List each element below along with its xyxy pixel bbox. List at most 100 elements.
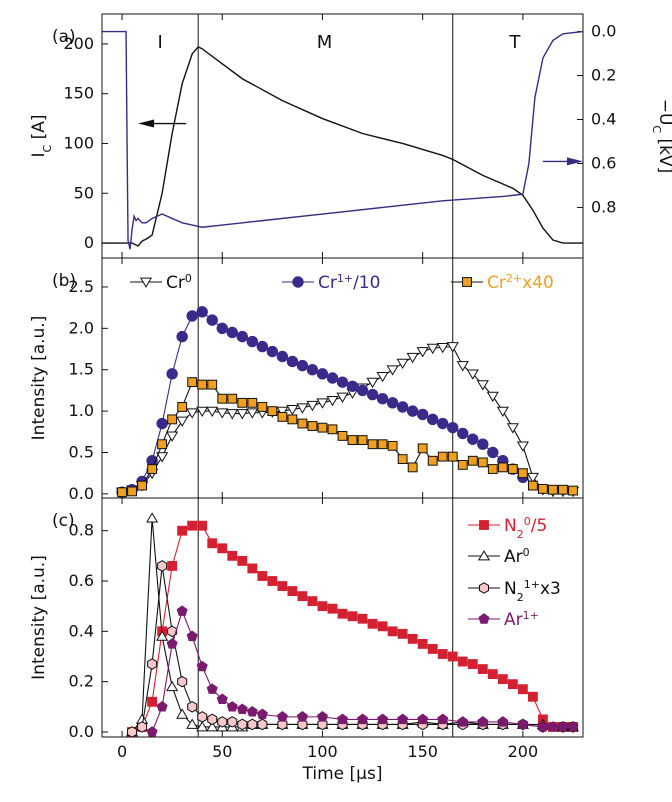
data-point — [507, 464, 518, 474]
y-tick-label: 0.0 — [69, 484, 94, 503]
panel-tag: (b) — [52, 271, 76, 291]
data-point — [457, 716, 469, 727]
data-point — [457, 427, 469, 440]
legend-marker — [478, 613, 490, 624]
data-point — [366, 388, 379, 401]
legend-label-part: Ar — [504, 547, 523, 567]
data-point — [147, 658, 158, 670]
legend-label-part: 0 — [523, 546, 530, 559]
data-point — [286, 405, 299, 416]
data-point — [247, 397, 258, 408]
data-point — [568, 485, 578, 496]
data-point — [196, 406, 209, 418]
legend-label-part: x40 — [522, 273, 554, 293]
data-point — [206, 406, 219, 418]
data-point — [146, 726, 158, 737]
data-point — [186, 630, 198, 642]
data-point — [156, 452, 169, 463]
data-point — [326, 395, 339, 407]
data-point — [477, 457, 488, 468]
data-point — [276, 406, 289, 418]
data-point — [237, 555, 248, 566]
data-point — [177, 525, 188, 536]
data-point — [297, 591, 308, 602]
legend-marker — [462, 277, 472, 287]
data-point — [547, 721, 559, 732]
series-line — [121, 381, 574, 493]
y-tick-label: 1.5 — [69, 360, 94, 379]
data-point — [407, 462, 418, 473]
data-point — [496, 406, 509, 418]
data-point — [386, 397, 399, 409]
data-point — [247, 563, 258, 574]
data-point — [257, 402, 268, 412]
data-point — [497, 462, 508, 473]
data-point — [166, 638, 178, 649]
data-point — [287, 586, 298, 597]
data-point — [317, 601, 328, 612]
data-point — [156, 417, 168, 430]
data-point — [416, 347, 429, 358]
data-point — [227, 550, 238, 561]
data-point — [497, 674, 508, 685]
legend-label-part: 0 — [185, 272, 192, 285]
data-point — [406, 405, 419, 417]
data-point — [457, 459, 468, 470]
data-point — [207, 713, 218, 726]
data-point — [497, 716, 509, 727]
data-point — [266, 345, 279, 358]
legend-label-part: 2+ — [506, 272, 522, 285]
data-point — [467, 433, 479, 445]
data-point — [247, 718, 258, 731]
data-point — [176, 330, 188, 343]
data-point — [447, 451, 458, 462]
data-point — [347, 611, 358, 622]
data-point — [157, 439, 168, 450]
data-point — [176, 708, 189, 719]
data-point — [127, 726, 138, 738]
data-point — [517, 718, 529, 730]
data-point — [216, 408, 229, 419]
data-point — [276, 711, 288, 722]
data-point — [237, 397, 248, 408]
data-point — [207, 379, 218, 390]
y-axis-label-left-part: I — [29, 152, 49, 157]
data-point — [487, 464, 498, 474]
y-tick-label: 0.8 — [69, 521, 94, 540]
data-point — [227, 393, 238, 404]
data-point — [206, 721, 219, 732]
data-point — [527, 480, 538, 491]
data-point — [336, 713, 349, 725]
data-point — [366, 377, 379, 389]
data-point — [467, 659, 478, 669]
legend-item: N20/5 — [468, 515, 547, 541]
data-point — [537, 721, 549, 732]
legend-label: Ar0 — [504, 546, 530, 568]
data-point — [467, 455, 478, 466]
data-point — [387, 440, 398, 451]
data-point — [287, 414, 298, 425]
current-axis-arrowhead — [138, 119, 155, 128]
data-point — [226, 700, 238, 712]
y-axis-label: Intensity [a.u.] — [29, 316, 49, 441]
data-point — [397, 454, 408, 465]
data-point — [236, 409, 249, 420]
data-point — [217, 716, 228, 728]
data-point — [256, 708, 268, 720]
data-point — [197, 379, 208, 390]
x-tick-label: 150 — [407, 742, 438, 761]
region-label: M — [317, 32, 333, 53]
legend-item: Cr2+x40 — [451, 272, 554, 293]
data-point — [337, 431, 348, 441]
data-point — [206, 314, 218, 326]
y-axis-label-right-part: −U — [655, 99, 672, 126]
data-point — [286, 355, 299, 368]
legend-label-part: /10 — [353, 273, 380, 293]
data-point — [216, 322, 228, 335]
data-point — [327, 603, 338, 614]
data-point — [327, 424, 338, 435]
data-point — [217, 393, 228, 404]
data-point — [187, 701, 198, 713]
data-point — [507, 679, 518, 690]
